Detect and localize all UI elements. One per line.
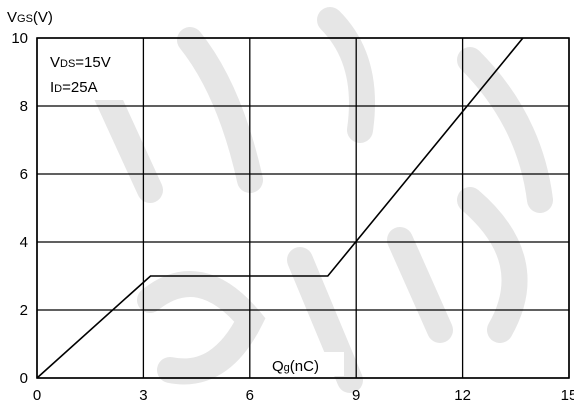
plot-border xyxy=(36,37,570,379)
x-tick-label-2: 6 xyxy=(246,387,254,404)
plot-frame xyxy=(36,37,570,379)
series-line-0 xyxy=(36,37,524,379)
y-axis-label: VGS(V) xyxy=(7,9,53,26)
x-tick-labels: 0 3 6 9 12 15 xyxy=(33,387,574,404)
y-tick-label-3: 6 xyxy=(20,166,28,183)
y-tick-label-1: 2 xyxy=(20,302,28,319)
watermark xyxy=(82,7,553,393)
y-tick-labels: 0 2 4 6 8 10 xyxy=(11,30,28,387)
x-tick-label-1: 3 xyxy=(139,387,147,404)
series-lines xyxy=(36,37,524,379)
y-tick-label-2: 4 xyxy=(20,234,28,251)
y-tick-label-0: 0 xyxy=(20,370,28,387)
y-tick-label-5: 10 xyxy=(11,30,28,47)
x-tick-label-4: 12 xyxy=(454,387,471,404)
vds-annotation: VDS=15V xyxy=(50,54,111,71)
annotation-box xyxy=(42,42,142,100)
x-tick-label-3: 9 xyxy=(352,387,360,404)
x-tick-label-5: 15 xyxy=(561,387,574,404)
x-label-background xyxy=(262,352,344,376)
x-tick-label-0: 0 xyxy=(33,387,41,404)
x-axis-label: Qg(nC) xyxy=(272,358,319,375)
y-tick-label-4: 8 xyxy=(20,98,28,115)
id-annotation: ID=25A xyxy=(50,79,98,96)
